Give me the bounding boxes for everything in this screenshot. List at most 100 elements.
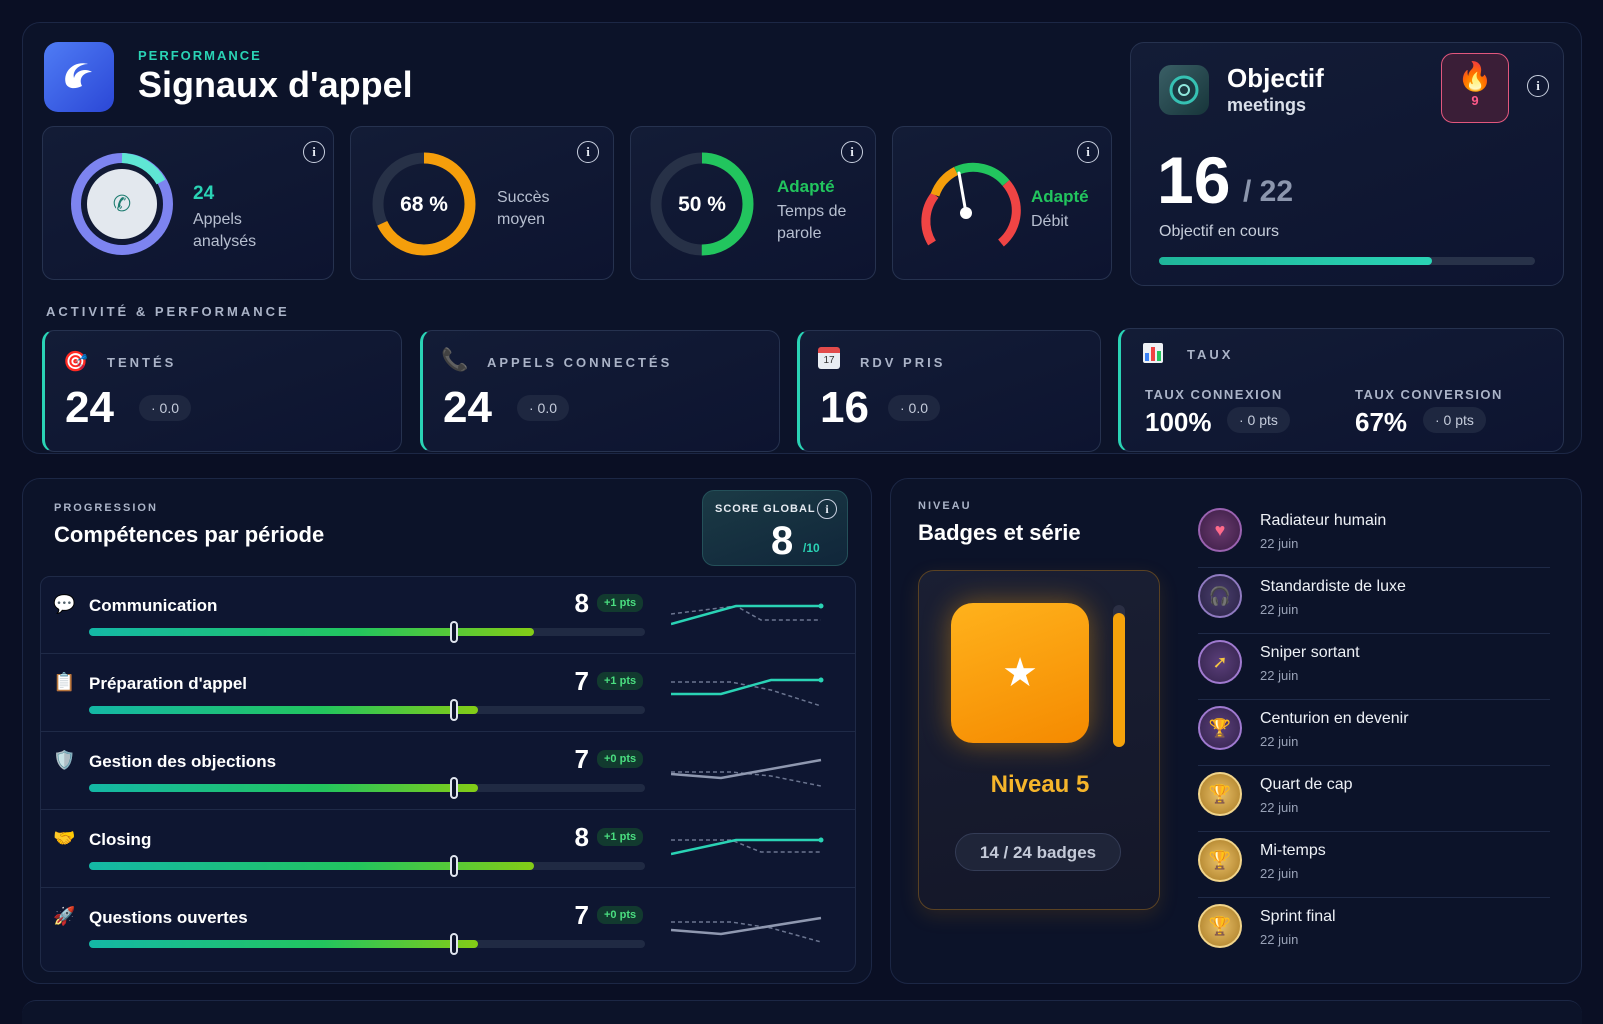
skill-bar-track xyxy=(89,784,645,792)
taux-conversion-delta: · 0 pts xyxy=(1423,407,1486,433)
skill-target-marker[interactable] xyxy=(450,699,459,721)
skill-bar-track xyxy=(89,940,645,948)
skill-score: 8 xyxy=(574,588,589,618)
badge-date: 22 juin xyxy=(1260,800,1299,815)
info-icon[interactable]: i xyxy=(1527,75,1549,97)
succes-gauge xyxy=(372,152,476,256)
skill-bar-fill xyxy=(89,862,534,870)
taux-connexion-label: TAUX CONNEXION xyxy=(1145,387,1283,402)
activity-card-appels-connectes[interactable]: 📞 APPELS CONNECTÉS 24 · 0.0 xyxy=(420,330,780,452)
level-star-tile: ★ xyxy=(951,603,1089,743)
badge-date: 22 juin xyxy=(1260,536,1299,551)
score-global-card[interactable]: SCORE GLOBAL i 8 /10 xyxy=(702,490,848,566)
level-label: Niveau 5 xyxy=(990,771,1090,798)
parole-gauge xyxy=(650,152,754,256)
skill-row[interactable]: 💬 Communication 8 +1 pts xyxy=(41,576,855,654)
skill-row[interactable]: 🛡️ Gestion des objections 7 +0 pts xyxy=(41,732,855,810)
taux-connexion-value: 100% xyxy=(1145,407,1212,437)
succes-label-1: Succès xyxy=(497,189,550,206)
streak-badge[interactable]: 🔥 9 xyxy=(1441,53,1509,123)
objectif-total: / 22 xyxy=(1243,175,1294,208)
parole-label-2: parole xyxy=(777,225,822,242)
parole-label-1: Temps de xyxy=(777,203,847,220)
skill-target-marker[interactable] xyxy=(450,855,459,877)
progression-eyebrow: PROGRESSION xyxy=(54,502,158,514)
skill-score: 7 xyxy=(574,744,589,774)
skill-sparkline xyxy=(671,837,824,856)
skill-row[interactable]: 🚀 Questions ouvertes 7 +0 pts xyxy=(41,888,855,966)
parole-value: 50 % xyxy=(678,193,726,216)
kpi-card-debit[interactable]: i Adapté Débit xyxy=(892,126,1112,280)
level-vertical-bar xyxy=(1113,605,1125,747)
progression-title: Compétences par période xyxy=(54,522,325,547)
skill-row[interactable]: 🤝 Closing 8 +1 pts xyxy=(41,810,855,888)
handshake-icon: 🤝 xyxy=(53,828,76,848)
fire-icon: 🔥 xyxy=(1457,61,1493,92)
skill-bar-fill xyxy=(89,628,534,636)
target-icon xyxy=(1159,65,1209,115)
rdv-delta: · 0.0 xyxy=(888,395,941,421)
skill-sparkline xyxy=(671,916,822,943)
skill-delta: +1 pts xyxy=(597,828,644,846)
taux-conversion-label: TAUX CONVERSION xyxy=(1355,387,1503,402)
skill-target-marker[interactable] xyxy=(450,621,459,643)
badge-date: 22 juin xyxy=(1260,668,1299,683)
heart-icon: ♥ xyxy=(1198,508,1242,552)
trophy-icon: 🏆 xyxy=(1198,772,1242,816)
trophy-icon: 🏆 xyxy=(1198,838,1242,882)
streak-count: 9 xyxy=(1471,93,1479,108)
skill-score: 7 xyxy=(574,900,589,930)
kpi-card-succes[interactable]: i 68 % Succès moyen xyxy=(350,126,614,280)
skill-sparkline xyxy=(671,758,822,787)
activity-card-taux[interactable]: TAUX TAUX CONNEXION 100% · 0 pts TAUX CO… xyxy=(1118,328,1564,452)
info-icon[interactable]: i xyxy=(577,141,599,163)
objectif-card[interactable]: Objectif meetings 🔥 9 i 16 / 22 Objectif… xyxy=(1130,42,1564,286)
clipboard-icon: 📋 xyxy=(53,672,76,692)
tentes-delta: · 0.0 xyxy=(139,395,192,421)
badge-item[interactable]: 🏆 Quart de cap 22 juin xyxy=(1198,768,1550,832)
skill-score: 7 xyxy=(574,666,589,696)
appels-ring: ✆ xyxy=(71,153,173,255)
objectif-progress-track xyxy=(1159,257,1535,265)
star-icon: ★ xyxy=(1002,651,1038,695)
objectif-progress-fill xyxy=(1159,257,1433,265)
badge-name: Sprint final xyxy=(1260,908,1336,925)
badge-item[interactable]: 🏆 Mi-temps 22 juin xyxy=(1198,834,1550,898)
calendar-icon: 17 xyxy=(818,347,840,369)
activity-card-tentes[interactable]: 🎯 TENTÉS 24 · 0.0 xyxy=(42,330,402,452)
skill-bar-track xyxy=(89,628,645,636)
skill-name: Closing xyxy=(89,830,152,849)
speech-bubble-icon: 💬 xyxy=(53,594,76,614)
objectif-label: Objectif en cours xyxy=(1159,223,1280,240)
info-icon[interactable]: i xyxy=(1077,141,1099,163)
badge-count-pill: 14 / 24 badges xyxy=(955,833,1121,871)
objectif-current: 16 xyxy=(1157,143,1231,217)
kpi-card-appels[interactable]: i ✆ 24 Appels analysés xyxy=(42,126,334,280)
info-icon[interactable]: i xyxy=(817,499,837,519)
skill-bar-track xyxy=(89,706,645,714)
taux-connexion-delta: · 0 pts xyxy=(1227,407,1290,433)
logo-swirl-icon xyxy=(65,63,92,89)
badge-item[interactable]: 🎧 Standardiste de luxe 22 juin xyxy=(1198,570,1550,634)
level-card[interactable]: ★ Niveau 5 14 / 24 badges xyxy=(918,570,1160,910)
skill-name: Gestion des objections xyxy=(89,752,277,771)
info-icon[interactable]: i xyxy=(303,141,325,163)
badge-name: Standardiste de luxe xyxy=(1260,578,1406,595)
badge-item[interactable]: 🏆 Sprint final 22 juin xyxy=(1198,900,1550,964)
parole-status: Adapté xyxy=(777,177,835,196)
kpi-card-parole[interactable]: i 50 % Adapté Temps de parole xyxy=(630,126,876,280)
skill-target-marker[interactable] xyxy=(450,933,459,955)
debit-label: Débit xyxy=(1031,213,1069,230)
badge-item[interactable]: ➚ Sniper sortant 22 juin xyxy=(1198,636,1550,700)
skill-delta: +0 pts xyxy=(597,750,644,768)
skill-row[interactable]: 📋 Préparation d'appel 7 +1 pts xyxy=(41,654,855,732)
skill-bar-fill xyxy=(89,940,479,948)
skill-target-marker[interactable] xyxy=(450,777,459,799)
badge-item[interactable]: ♥ Radiateur humain 22 juin xyxy=(1198,504,1550,568)
score-global-label: SCORE GLOBAL xyxy=(715,503,816,515)
badge-item[interactable]: 🏆 Centurion en devenir 22 juin xyxy=(1198,702,1550,766)
activity-card-rdv[interactable]: 17 RDV PRIS 16 · 0.0 xyxy=(797,330,1101,452)
info-icon[interactable]: i xyxy=(841,141,863,163)
skill-bar-track xyxy=(89,862,645,870)
skill-delta: +1 pts xyxy=(597,594,644,612)
